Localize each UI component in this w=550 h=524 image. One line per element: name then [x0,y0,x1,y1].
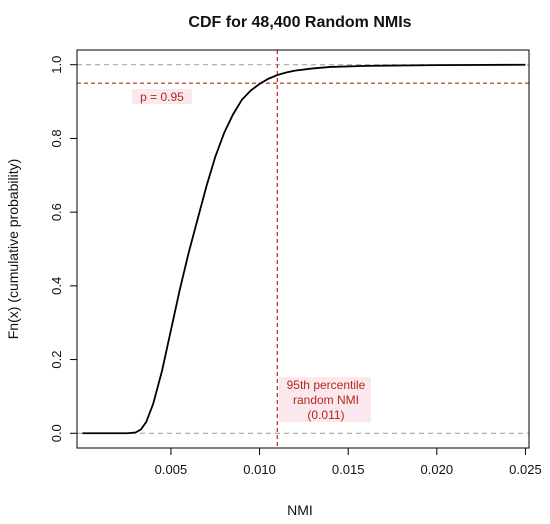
p-annotation-label: p = 0.95 [140,90,184,104]
chart-title: CDF for 48,400 Random NMIs [188,14,411,31]
x-tick-label: 0.005 [155,462,188,477]
p-annotation-background [132,89,192,104]
y-tick-label: 1.0 [49,56,64,74]
p-annotation: p = 0.95 [132,89,192,104]
x-axis: 0.005 0.010 0.015 0.020 0.025 [155,447,542,477]
percentile-annotation-line-1: 95th percentile [287,378,366,392]
y-tick-label: 0.8 [49,129,64,147]
x-tick-label: 0.010 [243,462,276,477]
percentile-annotation-background [279,377,371,422]
x-tick-label: 0.015 [332,462,365,477]
x-tick-label: 0.020 [421,462,454,477]
y-axis-label: Fn(x) (cumulative probability) [5,159,21,340]
percentile-annotation-line-3: (0.011) [307,408,344,422]
x-tick-label: 0.025 [509,462,542,477]
reference-lines [77,50,529,448]
percentile-annotation-line-2: random NMI [293,393,359,407]
cdf-curve-line [82,63,526,435]
y-tick-label: 0.6 [49,203,64,221]
y-axis: 0.0 0.2 0.4 0.6 0.8 1.0 [49,56,78,442]
y-tick-label: 0.0 [49,424,64,442]
x-axis-label: NMI [287,502,313,518]
y-tick-label: 0.2 [49,351,64,369]
y-tick-label: 0.4 [49,277,64,295]
percentile-annotation: 95th percentile random NMI (0.011) [279,377,371,422]
